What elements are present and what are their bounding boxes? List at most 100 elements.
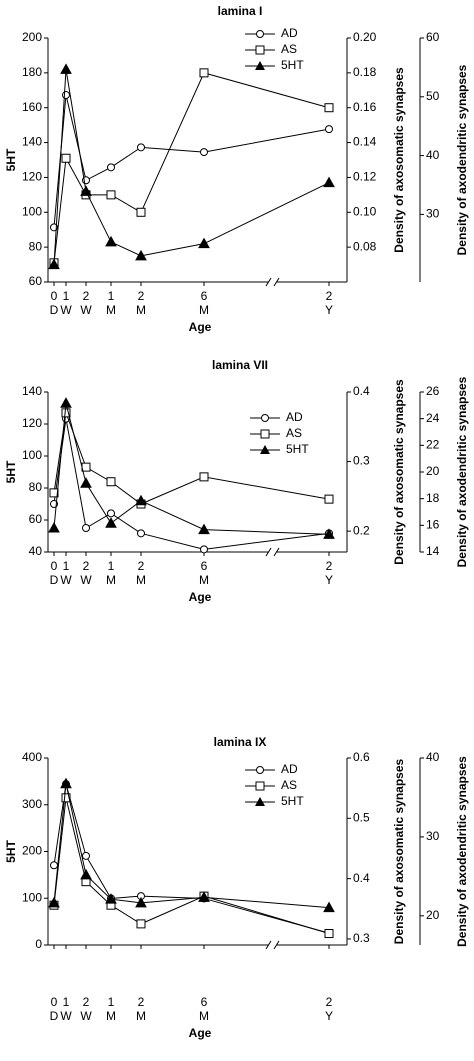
y-tick-label: 120 [22, 170, 42, 184]
legend-marker [255, 61, 265, 70]
x-tick-label: 1 [108, 289, 115, 303]
x-tick-label: M [106, 573, 116, 587]
marker-circle [107, 509, 115, 518]
x-tick-label: 2 [83, 559, 90, 573]
series-line [53, 72, 330, 263]
y3-tick-label: 22 [426, 438, 440, 452]
legend-marker [256, 30, 264, 38]
y-tick-label: 140 [22, 384, 42, 398]
y-tick-label: 400 [22, 750, 42, 764]
marker-triangle [198, 523, 210, 535]
x-tick-label: 1 [108, 559, 115, 573]
marker-triangle [323, 528, 335, 539]
chart-title: lamina VII [212, 358, 268, 372]
marker-triangle [60, 397, 72, 408]
y-tick-label: 100 [22, 448, 42, 462]
y3-tick-label: 40 [426, 750, 440, 764]
marker-square [61, 408, 71, 418]
y2-tick-label: 0.16 [353, 100, 377, 114]
marker-circle [50, 861, 58, 870]
marker-square [199, 68, 209, 78]
marker-triangle [323, 901, 335, 913]
x-tick-label: Y [325, 573, 333, 587]
y2-tick-label: 0.2 [353, 523, 370, 537]
y2-axis-label: Density of axosomatic synapses [392, 379, 406, 565]
marker-square [324, 929, 334, 939]
marker-square [324, 103, 334, 113]
marker-triangle [48, 521, 60, 533]
x-tick-label: W [80, 303, 92, 317]
x-tick-label: 2 [326, 289, 333, 303]
y-axis-label: 5HT [4, 460, 18, 483]
y-tick-label: 300 [22, 797, 42, 811]
y2-axis-label: Density of axosomatic synapses [392, 67, 406, 253]
marker-triangle [60, 63, 72, 74]
marker-circle [137, 143, 145, 152]
y-tick-label: 60 [29, 512, 43, 526]
marker-triangle [135, 896, 147, 908]
marker-triangle [135, 494, 147, 506]
marker-triangle [105, 517, 117, 528]
legend-label: AD [281, 762, 298, 776]
marker-triangle [198, 237, 210, 249]
y3-axis-label: Density of axodendritic synapses [455, 756, 469, 947]
marker-triangle [105, 235, 117, 247]
x-tick-label: 0 [51, 995, 58, 1009]
legend-label: AS [281, 42, 297, 56]
legend-label: AD [281, 26, 298, 40]
x-tick-label: 1 [108, 995, 115, 1009]
x-tick-label: 6 [201, 289, 208, 303]
y3-tick-label: 20 [426, 908, 440, 922]
marker-triangle [323, 176, 335, 188]
x-tick-label: 2 [326, 995, 333, 1009]
marker-square [106, 190, 116, 200]
series-line [53, 69, 330, 265]
legend-label: AS [286, 426, 302, 440]
x-tick-label: W [60, 1009, 72, 1023]
y3-tick-label: 60 [426, 30, 440, 44]
marker-circle [82, 524, 90, 532]
y2-tick-label: 0.20 [353, 30, 377, 44]
y-tick-label: 200 [22, 30, 42, 44]
marker-square [324, 494, 334, 504]
y2-tick-label: 0.5 [353, 810, 370, 824]
x-axis-label: Age [189, 590, 212, 604]
x-tick-label: Y [325, 1009, 333, 1023]
marker-square [81, 462, 91, 472]
marker-circle [82, 851, 90, 860]
marker-square [199, 472, 209, 482]
x-tick-label: M [199, 1009, 209, 1023]
marker-square [61, 153, 71, 163]
marker-square [106, 477, 116, 487]
y-axis-label: 5HT [4, 148, 18, 171]
marker-square [136, 919, 146, 929]
marker-circle [137, 529, 145, 538]
marker-square [61, 793, 71, 803]
y3-tick-label: 40 [426, 148, 440, 162]
x-tick-label: W [60, 573, 72, 587]
y2-tick-label: 0.12 [353, 170, 377, 184]
marker-square [49, 488, 59, 498]
x-tick-label: 0 [51, 559, 58, 573]
marker-triangle [198, 891, 210, 902]
marker-triangle [60, 777, 72, 789]
x-tick-label: D [50, 573, 59, 587]
marker-triangle [48, 258, 60, 270]
x-tick-label: 2 [138, 289, 145, 303]
marker-circle [200, 148, 208, 157]
y-tick-label: 80 [29, 480, 43, 494]
x-tick-label: 6 [201, 559, 208, 573]
y2-tick-label: 0.4 [353, 871, 370, 885]
legend-marker [261, 414, 269, 422]
marker-circle [325, 125, 333, 134]
x-tick-label: M [106, 303, 116, 317]
x-tick-label: 1 [63, 289, 70, 303]
y3-tick-label: 20 [426, 464, 440, 478]
legend-marker [256, 766, 264, 774]
x-tick-label: M [136, 1009, 146, 1023]
y-tick-label: 160 [22, 100, 42, 114]
y3-tick-label: 14 [426, 544, 440, 558]
y-tick-label: 120 [22, 416, 42, 430]
chart-title: lamina I [218, 4, 263, 18]
x-tick-label: W [80, 573, 92, 587]
